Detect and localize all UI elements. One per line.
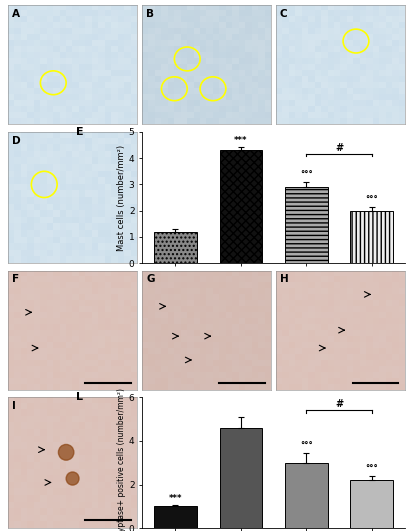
Text: ***: *** [234, 136, 247, 145]
Text: °°°: °°° [300, 170, 312, 179]
Bar [285, 463, 328, 528]
Bar [154, 507, 197, 528]
Text: L: L [76, 392, 83, 402]
Text: #: # [335, 399, 343, 409]
Text: °°°: °°° [365, 195, 378, 204]
Text: #: # [335, 143, 343, 153]
Text: I: I [12, 401, 16, 411]
Circle shape [66, 472, 79, 485]
Y-axis label: Mast cells (number/mm²): Mast cells (number/mm²) [117, 144, 126, 251]
Text: ***: *** [169, 494, 182, 502]
Text: H: H [280, 274, 289, 284]
Bar [220, 428, 262, 528]
Text: G: G [146, 274, 155, 284]
Text: F: F [12, 274, 19, 284]
Text: A: A [12, 9, 20, 19]
Y-axis label: Tryptase+ positive cells (number/mm²): Tryptase+ positive cells (number/mm²) [117, 388, 126, 531]
Text: °°°: °°° [365, 465, 378, 474]
Bar [154, 232, 197, 263]
Text: D: D [12, 136, 21, 146]
Text: B: B [146, 9, 154, 19]
Circle shape [58, 444, 74, 460]
Bar [285, 187, 328, 263]
Text: °°°: °°° [300, 442, 312, 451]
Bar [351, 211, 393, 263]
Bar [220, 150, 262, 263]
Text: E: E [76, 127, 84, 137]
Bar [351, 480, 393, 528]
Text: C: C [280, 9, 288, 19]
